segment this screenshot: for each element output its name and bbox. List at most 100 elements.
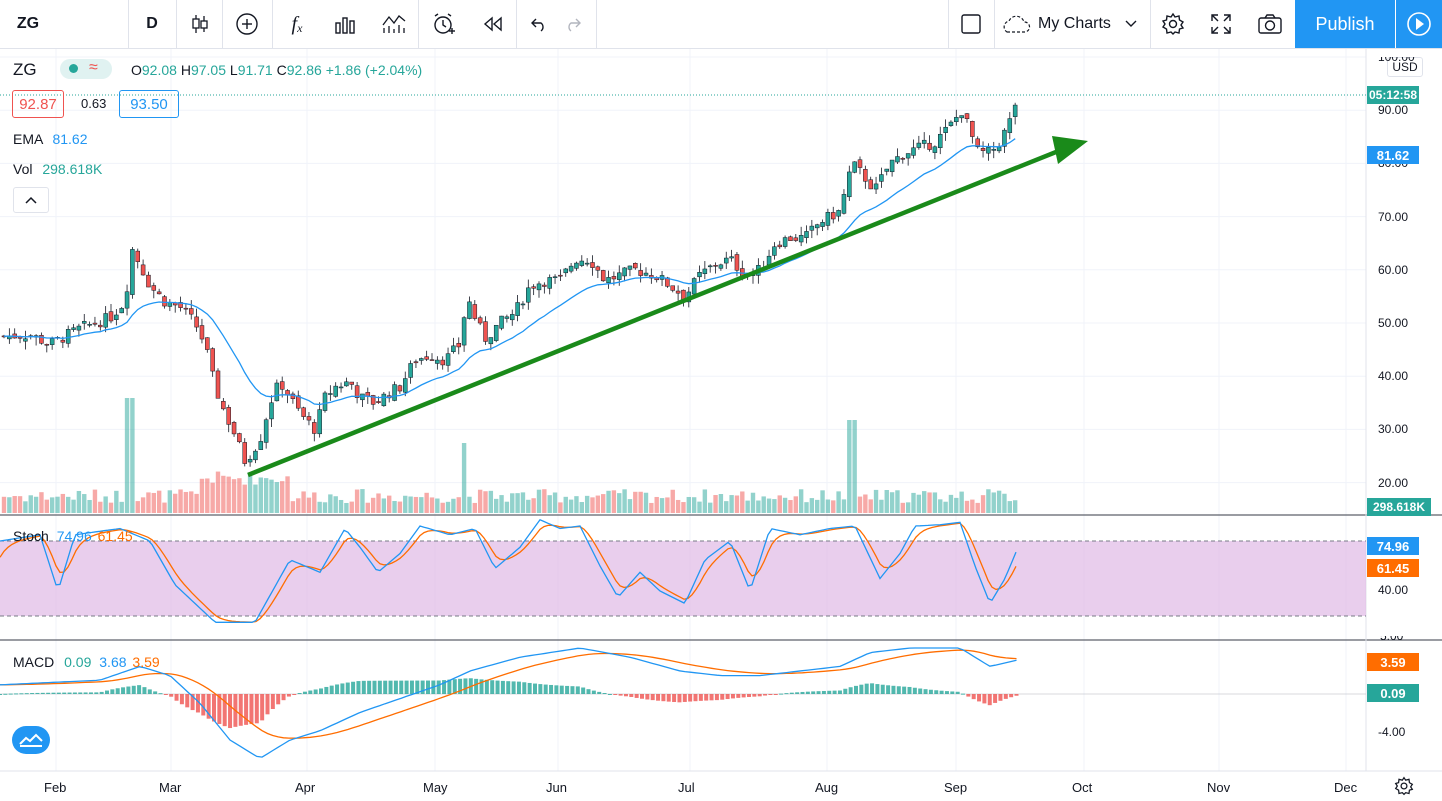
macd-histogram-bar [163,694,168,695]
sell-price-button[interactable]: 92.87 [12,90,64,118]
currency-button[interactable]: USD [1387,57,1423,77]
trend-arrow[interactable] [247,136,1088,478]
chart-canvas[interactable] [0,49,1442,800]
toolbar-divider [596,0,597,48]
macd-histogram-bar [720,694,725,700]
stoch-legend[interactable]: Stoch 74.96 61.45 [13,528,133,544]
fullscreen-toggle-button[interactable] [954,0,988,48]
candle-body [135,250,140,262]
my-charts-label: My Charts [1038,15,1111,32]
volume-bar [23,501,28,513]
volume-bar [376,493,381,513]
my-charts-button[interactable]: My Charts [1000,0,1148,48]
candle-body [584,262,590,265]
candle-body [622,267,627,277]
alert-button[interactable] [424,0,464,48]
macd-histogram-bar [944,691,949,694]
macd-histogram-bar [404,680,409,694]
volume-bar [750,492,756,513]
candle-body [451,345,456,352]
vol-legend[interactable]: Vol 298.618K [13,161,102,177]
redo-button[interactable] [558,0,590,48]
macd-legend[interactable]: MACD 0.09 3.68 3.59 [13,654,160,670]
buy-price-button[interactable]: 93.50 [119,90,179,118]
volume-bar [472,502,477,513]
volume-bar [1002,493,1007,513]
macd-histogram-bar [875,684,880,694]
volume-bar [328,494,333,513]
ohlc-change: +1.86 (+2.04%) [325,62,423,78]
volume-bar [103,496,108,513]
macd-histogram-bar [522,682,527,694]
macd-histogram-bar [393,680,398,694]
volume-bar [365,502,370,513]
settings-button[interactable] [1154,0,1192,48]
price-axis-label: 60.00 [1378,262,1409,277]
macd-histogram-bar [811,691,816,694]
volume-bar [756,500,761,513]
macd-histogram-bar [747,694,751,698]
axis-settings-button[interactable] [1394,776,1414,801]
compare-button[interactable] [228,0,266,48]
fullscreen-button[interactable] [1202,0,1240,48]
volume-bar [649,502,654,513]
candle-body [788,236,793,241]
macd-histogram-bar [800,691,805,694]
macd-histogram-bar [987,694,992,706]
ema-legend[interactable]: EMA 81.62 [13,131,88,147]
collapse-legend-button[interactable] [13,187,49,213]
macd-histogram-bar [88,692,93,694]
candle-body [595,266,601,271]
candle-body [600,270,606,282]
macd-histogram-bar [383,680,388,694]
candle-body [782,237,788,247]
play-circle-icon [1407,12,1431,36]
toolbar-divider [176,0,177,48]
undo-button[interactable] [522,0,554,48]
volume-bars [1,398,1018,513]
symbol-search-button[interactable]: ZG [8,0,48,48]
macd-histogram-bar [591,690,596,694]
macd-histogram-bar [195,694,200,713]
ohlc-low: 91.71 [237,62,273,78]
volume-bar [237,478,242,513]
macd-histogram-bar [56,692,61,694]
volume-bar [579,502,584,513]
financials-button[interactable] [326,0,364,48]
indicator-templates-icon [382,15,406,33]
volume-bar [467,496,472,513]
volume-bar [863,494,868,513]
candle-body [199,325,205,340]
candle-body [440,359,445,366]
macd-histogram-bar [62,692,67,694]
bar-style-button[interactable] [182,0,218,48]
macd-histogram-bar [859,684,864,694]
volume-bar [932,492,938,513]
candle-body [847,171,852,198]
templates-button[interactable] [374,0,414,48]
macd-hist-tag: 0.09 [1367,684,1419,702]
publish-button[interactable]: Publish [1295,0,1395,48]
tradingview-logo-icon [19,733,43,747]
tradingview-logo[interactable] [12,726,50,754]
replay-button[interactable] [474,0,512,48]
volume-bar [520,492,526,513]
candle-body [253,450,258,461]
volume-bar [895,490,900,513]
symbol-title[interactable]: ZG [13,60,37,80]
volume-bar [461,443,467,513]
market-status-pill[interactable]: ≈ [60,59,112,79]
volume-bar [440,502,445,513]
interval-button[interactable]: D [134,0,170,48]
candle-body [868,179,873,190]
macd-histogram-bar [704,694,709,701]
snapshot-button[interactable] [1250,0,1290,48]
expand-icon [1211,14,1231,34]
play-button[interactable] [1396,0,1442,48]
macd-histogram-bar [254,694,259,724]
volume-bar [333,496,338,513]
ema-price-tag: 81.62 [1367,146,1419,164]
macd-histogram-bar [902,686,907,694]
volume-bar [841,499,847,513]
